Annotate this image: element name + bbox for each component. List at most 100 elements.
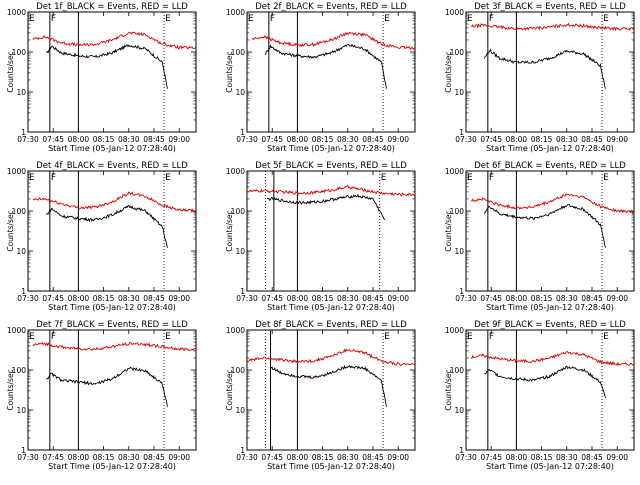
- plot-panel: Det 8f_BLACK = Events, RED = LLD 07:30 07:…: [225, 320, 416, 471]
- plot-title: Det 9f_BLACK = Events, RED = LLD: [474, 320, 626, 330]
- y-tick-label: 100: [231, 366, 246, 375]
- x-tick-label: 08:00: [506, 453, 528, 462]
- plot-frame: [246, 11, 416, 133]
- x-tick-label: 08:00: [287, 453, 309, 462]
- time-marker-label: E: [603, 332, 609, 342]
- x-axis-label: Start Time (05-Jan-12 07:28:40): [48, 462, 176, 471]
- x-tick-label: 08:45: [581, 453, 603, 462]
- events-series-line: [270, 364, 387, 407]
- events-series-line: [484, 365, 606, 399]
- x-tick-label: 07:45: [261, 294, 283, 303]
- x-tick-label: 07:45: [480, 453, 502, 462]
- lld-series-line: [470, 193, 635, 215]
- y-tick-label: 100: [450, 366, 465, 375]
- time-marker-label: F: [489, 14, 494, 24]
- y-tick-label: 1: [21, 446, 26, 455]
- plot-panel: Det 4f_BLACK = Events, RED = LLD 07:30 07:…: [6, 161, 197, 312]
- x-tick-label: 07:45: [261, 453, 283, 462]
- x-tick-label: 08:45: [143, 135, 165, 144]
- y-tick-label: 10: [16, 247, 26, 256]
- x-tick-label: 08:15: [312, 453, 334, 462]
- x-axis-label: Start Time (05-Jan-12 07:28:40): [267, 303, 395, 312]
- events-series-line: [484, 48, 606, 89]
- x-axis-label: Start Time (05-Jan-12 07:28:40): [486, 462, 614, 471]
- plot-panel: Det 1f_BLACK = Events, RED = LLD 07:30 07:…: [6, 2, 197, 153]
- plot-title: Det 1f_BLACK = Events, RED = LLD: [36, 2, 188, 12]
- y-tick-label: 1000: [7, 326, 26, 335]
- y-axis-label: Counts/sec: [225, 210, 234, 251]
- y-tick-label: 10: [235, 247, 245, 256]
- x-tick-label: 08:00: [287, 294, 309, 303]
- x-axis-label: Start Time (05-Jan-12 07:28:40): [267, 462, 395, 471]
- plot-panel: Det 6f_BLACK = Events, RED = LLD 07:30 07:…: [444, 161, 635, 312]
- x-tick-label: 08:30: [118, 453, 140, 462]
- lld-series-line: [471, 22, 635, 32]
- x-tick-label: 09:00: [387, 453, 409, 462]
- time-marker-label: E: [384, 332, 390, 342]
- y-tick-label: 1000: [7, 8, 26, 17]
- plot-panel: Det 9f_BLACK = Events, RED = LLD 07:30 07:…: [444, 320, 635, 471]
- y-axis-label: Counts/sec: [225, 369, 234, 410]
- plot-frame: [27, 170, 197, 292]
- plot-title: Det 2f_BLACK = Events, RED = LLD: [255, 2, 407, 12]
- plot-title: Det 5f_BLACK = Events, RED = LLD: [255, 161, 407, 171]
- plot-frame: [27, 11, 197, 133]
- x-tick-label: 07:45: [42, 453, 64, 462]
- plot-frame: [246, 170, 416, 292]
- x-tick-label: 09:00: [168, 294, 190, 303]
- y-tick-label: 1: [240, 287, 245, 296]
- time-marker-label: E: [165, 332, 171, 342]
- time-marker-label: E: [29, 173, 35, 183]
- x-tick-label: 08:00: [506, 294, 528, 303]
- y-axis-label: Counts/sec: [6, 210, 15, 251]
- x-tick-label: 07:30: [17, 453, 39, 462]
- time-marker-label: F: [489, 173, 494, 183]
- y-tick-label: 1000: [226, 8, 245, 17]
- x-axis-label: Start Time (05-Jan-12 07:28:40): [48, 144, 176, 153]
- x-tick-label: 07:45: [42, 294, 64, 303]
- plot-title: Det 4f_BLACK = Events, RED = LLD: [36, 161, 188, 171]
- x-tick-label: 08:00: [68, 453, 90, 462]
- x-tick-label: 08:45: [362, 453, 384, 462]
- y-tick-label: 1: [240, 446, 245, 455]
- y-tick-label: 100: [12, 48, 27, 57]
- y-axis-label: Counts/sec: [444, 369, 453, 410]
- y-tick-label: 10: [454, 406, 464, 415]
- y-axis-label: Counts/sec: [225, 51, 234, 92]
- x-tick-label: 09:00: [168, 453, 190, 462]
- plot-frame: [465, 329, 635, 451]
- y-tick-label: 1: [21, 128, 26, 137]
- time-marker-label: E: [467, 173, 473, 183]
- x-tick-label: 08:30: [337, 294, 359, 303]
- plot-title: Det 8f_BLACK = Events, RED = LLD: [255, 320, 407, 330]
- y-tick-label: 100: [450, 207, 465, 216]
- x-tick-label: 07:45: [261, 135, 283, 144]
- x-axis-label: Start Time (05-Jan-12 07:28:40): [267, 144, 395, 153]
- x-tick-label: 09:00: [168, 135, 190, 144]
- events-series-line: [46, 366, 168, 407]
- plot-title: Det 3f_BLACK = Events, RED = LLD: [474, 2, 626, 12]
- lld-series-line: [246, 185, 416, 197]
- y-tick-label: 10: [235, 406, 245, 415]
- y-tick-label: 1: [21, 287, 26, 296]
- time-marker-label: E: [165, 173, 171, 183]
- x-tick-label: 08:15: [312, 135, 334, 144]
- y-tick-label: 10: [454, 247, 464, 256]
- x-axis-label: Start Time (05-Jan-12 07:28:40): [486, 144, 614, 153]
- x-tick-label: 07:30: [455, 453, 477, 462]
- y-tick-label: 1000: [445, 326, 464, 335]
- y-axis-label: Counts/sec: [444, 51, 453, 92]
- x-tick-label: 07:30: [236, 294, 258, 303]
- x-tick-label: 09:00: [606, 453, 628, 462]
- events-series-line: [46, 204, 168, 248]
- lld-series-line: [251, 31, 416, 51]
- plot-title: Det 6f_BLACK = Events, RED = LLD: [474, 161, 626, 171]
- x-tick-label: 08:30: [118, 294, 140, 303]
- x-tick-label: 08:30: [337, 135, 359, 144]
- x-tick-label: 07:30: [236, 135, 258, 144]
- x-tick-label: 08:15: [93, 453, 115, 462]
- x-tick-label: 08:00: [68, 135, 90, 144]
- x-tick-label: 08:45: [143, 453, 165, 462]
- x-tick-label: 08:30: [556, 294, 578, 303]
